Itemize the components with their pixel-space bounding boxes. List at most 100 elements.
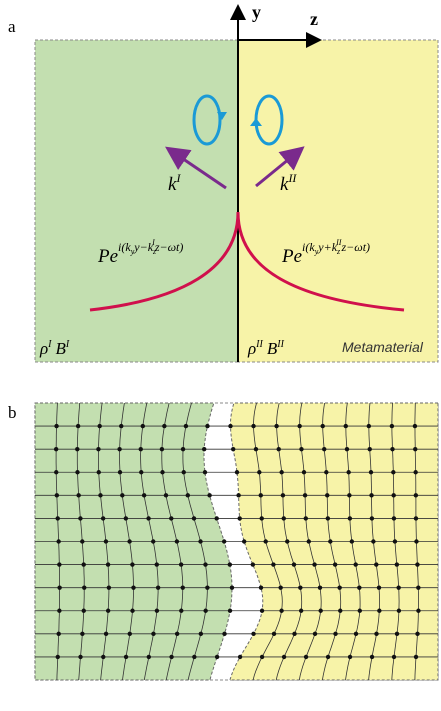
mesh-node [175, 632, 179, 636]
mesh-node [182, 470, 186, 474]
mesh-node [416, 609, 420, 613]
mesh-node [160, 470, 164, 474]
mesh-node [222, 539, 226, 543]
mesh-node [179, 609, 183, 613]
mesh-node [338, 609, 342, 613]
mesh-node [325, 493, 329, 497]
mesh-node [414, 516, 418, 520]
mesh-node [321, 424, 325, 428]
mesh-node [414, 493, 418, 497]
mesh-node [228, 562, 232, 566]
mesh-node [279, 609, 283, 613]
mesh-node [162, 424, 166, 428]
mesh-node [374, 562, 378, 566]
mesh-node [76, 424, 80, 428]
mesh-node [392, 516, 396, 520]
mesh-node [203, 609, 207, 613]
mesh-node [328, 539, 332, 543]
mesh-node [281, 493, 285, 497]
mesh-node [251, 424, 255, 428]
mesh-node [106, 609, 110, 613]
mesh-node [390, 424, 394, 428]
mesh-node [347, 493, 351, 497]
mesh-node [395, 632, 399, 636]
mesh-node [348, 516, 352, 520]
mesh-node [279, 470, 283, 474]
mesh-node [78, 655, 82, 659]
mesh-node [304, 516, 308, 520]
mesh-node [238, 516, 242, 520]
mesh-node [413, 424, 417, 428]
mesh-node [151, 539, 155, 543]
mesh-node [264, 539, 268, 543]
mesh-node [80, 539, 84, 543]
mesh-node [124, 655, 128, 659]
mesh-node [230, 585, 234, 589]
mesh-node [354, 632, 358, 636]
mesh-node [127, 539, 131, 543]
mesh-node [118, 470, 122, 474]
mesh-node [139, 470, 143, 474]
mesh-node [117, 447, 121, 451]
mesh-node [254, 447, 258, 451]
mesh-node [228, 609, 232, 613]
mesh-node [80, 632, 84, 636]
mesh-node [205, 585, 209, 589]
mesh-node [324, 470, 328, 474]
mesh-node [82, 609, 86, 613]
mesh-node [147, 655, 151, 659]
mesh-node [278, 585, 282, 589]
mesh-node [274, 424, 278, 428]
mesh-node [141, 424, 145, 428]
mesh-node [391, 493, 395, 497]
mesh-node [54, 424, 58, 428]
mesh-node [130, 562, 134, 566]
mesh-node [179, 562, 183, 566]
mesh-node [228, 424, 232, 428]
mesh-node [184, 424, 188, 428]
mesh-node [82, 562, 86, 566]
mesh-node [55, 493, 59, 497]
mesh-node [155, 562, 159, 566]
mesh-node [397, 609, 401, 613]
mesh-node [318, 609, 322, 613]
mesh-node [203, 470, 207, 474]
mesh-node [348, 655, 352, 659]
mesh-node [82, 585, 86, 589]
mesh-node [396, 585, 400, 589]
mesh-node [215, 516, 219, 520]
mesh-node [56, 632, 60, 636]
mesh-node [236, 493, 240, 497]
mesh-node [414, 655, 418, 659]
mesh-node [299, 609, 303, 613]
mesh-node [367, 424, 371, 428]
mesh-node [271, 562, 275, 566]
mesh-node [251, 632, 255, 636]
mesh-node [322, 447, 326, 451]
mesh-node [302, 470, 306, 474]
mesh-node [97, 424, 101, 428]
mesh-node [156, 585, 160, 589]
mesh-node [292, 562, 296, 566]
mesh-node [231, 447, 235, 451]
mesh-node [304, 655, 308, 659]
mesh-node [120, 493, 124, 497]
mesh-node [345, 447, 349, 451]
mesh-node [101, 655, 105, 659]
mesh-node [416, 585, 420, 589]
mesh-node [370, 655, 374, 659]
mesh-node [98, 493, 102, 497]
mesh-node [199, 632, 203, 636]
mesh-node [124, 516, 128, 520]
mesh-node [215, 655, 219, 659]
mesh-node [75, 447, 79, 451]
mesh-node [260, 609, 264, 613]
mesh-node [104, 632, 108, 636]
mesh-node [146, 516, 150, 520]
mesh-node [391, 470, 395, 474]
mesh-node [56, 655, 60, 659]
mesh-node [76, 493, 80, 497]
mesh-node [354, 562, 358, 566]
mesh-node [186, 493, 190, 497]
mesh-node [358, 609, 362, 613]
